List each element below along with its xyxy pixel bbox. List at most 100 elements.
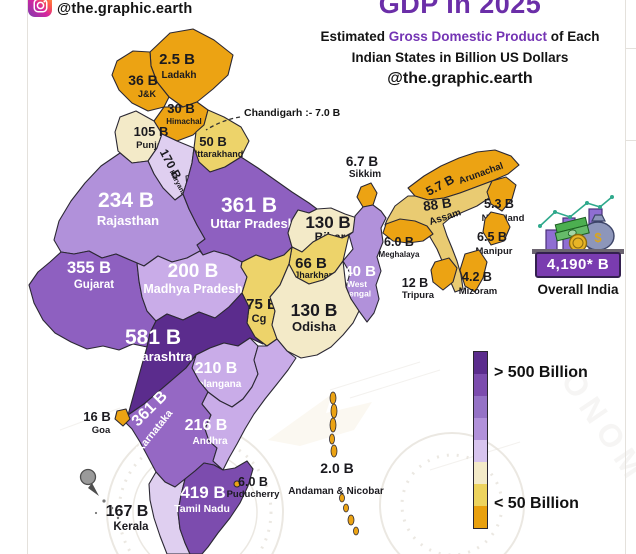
state-shape-mizoram bbox=[459, 249, 488, 293]
growth-line-icon bbox=[538, 195, 614, 228]
state-shape-nagaland bbox=[486, 176, 517, 212]
frame-tick-2 bbox=[625, 140, 636, 141]
legend-min-label: < 50 Billion bbox=[494, 495, 579, 512]
state-gujarat: 355 B Gujarat bbox=[28, 250, 157, 351]
state-name-wb-0: West bbox=[347, 279, 367, 289]
state-name-jharkhand: Jharkhand bbox=[294, 270, 340, 280]
subtitle-line1: Estimated Gross Domestic Product of Each bbox=[292, 29, 628, 44]
state-value-jharkhand: 66 B bbox=[295, 255, 327, 272]
island-andaman bbox=[329, 391, 337, 405]
state-value-manipur: 6.5 B bbox=[477, 230, 507, 244]
state-name-gujarat: Gujarat bbox=[74, 279, 114, 291]
legend-swatch-5 bbox=[474, 462, 487, 484]
state-shape-sikkim bbox=[356, 182, 378, 208]
legend-swatch-7 bbox=[474, 506, 487, 528]
state-value-andhra: 216 B bbox=[185, 417, 228, 434]
subtitle-post: of Each bbox=[547, 29, 600, 44]
state-value-cg: 75 B bbox=[246, 296, 278, 313]
frame-tick-1 bbox=[625, 48, 636, 49]
state-value-andaman: 2.0 B bbox=[320, 460, 353, 476]
state-value-maharashtra: 581 B bbox=[125, 326, 181, 349]
state-shape-jk bbox=[111, 50, 170, 112]
legend-swatch-4 bbox=[474, 440, 487, 462]
frame-line-left bbox=[27, 0, 28, 554]
state-value-tn: 419 B bbox=[180, 483, 225, 502]
state-value-gujarat: 355 B bbox=[67, 259, 111, 277]
podium bbox=[532, 249, 624, 254]
overall-india-value: 4,190* B bbox=[535, 252, 621, 278]
state-name-meghalaya: Meghalaya bbox=[379, 250, 420, 259]
legend-swatch-0 bbox=[474, 352, 487, 374]
state-name-cg: Cg bbox=[252, 313, 267, 325]
state-value-rajasthan: 234 B bbox=[98, 189, 154, 212]
state-name-tripura: Tripura bbox=[402, 290, 435, 301]
subtitle-pre: Estimated bbox=[320, 29, 389, 44]
legend-max-label: > 500 Billion bbox=[494, 364, 588, 381]
state-name-jk: J&K bbox=[138, 89, 157, 99]
coin-icon bbox=[568, 233, 588, 253]
lakshadweep-pin bbox=[79, 468, 120, 520]
state-value-ladakh: 2.5 B bbox=[159, 51, 195, 68]
state-name-odisha: Odisha bbox=[292, 319, 337, 334]
subtitle-handle: @the.graphic.earth bbox=[387, 70, 533, 87]
frame-line-right bbox=[625, 0, 626, 554]
state-mizoram: 4.2 B Mizoram bbox=[459, 249, 497, 297]
state-value-punjab: 105 B bbox=[134, 124, 169, 139]
state-shape-manipur bbox=[482, 211, 511, 246]
state-andaman: 2.0 B Andaman & Nicobar bbox=[288, 391, 384, 536]
svg-text:$: $ bbox=[594, 230, 602, 245]
island-andaman bbox=[329, 433, 335, 445]
subtitle-line2: Indian States in Billion US Dollars bbox=[351, 50, 569, 65]
state-telangana: 210 B Telangana bbox=[191, 337, 259, 408]
state-value-goa: 16 B bbox=[83, 409, 110, 424]
state-name-goa: Goa bbox=[92, 425, 111, 436]
state-value-himachal: 30 B bbox=[167, 101, 194, 116]
state-name-ladakh: Ladakh bbox=[161, 70, 196, 81]
state-value-meghalaya: 6.0 B bbox=[384, 235, 414, 249]
island-andaman bbox=[329, 417, 337, 433]
watermark-text: ONOMY bbox=[554, 364, 636, 513]
state-shape-wb bbox=[342, 204, 387, 323]
legend-color-bar bbox=[473, 351, 488, 529]
overall-india-label: Overall India bbox=[537, 282, 619, 297]
economy-illustration: $ bbox=[532, 195, 624, 254]
legend-swatch-1 bbox=[474, 374, 487, 396]
state-value-mizoram: 4.2 B bbox=[462, 270, 492, 284]
state-name-puducherry: Puducherry bbox=[227, 489, 281, 500]
island-andaman bbox=[330, 403, 338, 419]
state-andhra: 216 B Andhra bbox=[185, 338, 297, 471]
state-name-kerala: Kerala bbox=[113, 521, 149, 533]
state-name-himachal: Himachal bbox=[166, 117, 202, 126]
state-shape-odisha bbox=[269, 260, 360, 359]
handle-text: @the.graphic.earth bbox=[57, 1, 193, 17]
state-shape-goa bbox=[114, 408, 131, 427]
state-name-tn: Tamil Nadu bbox=[174, 503, 230, 515]
state-name-wb-1: Bengal bbox=[343, 289, 371, 299]
state-value-up: 361 B bbox=[221, 194, 277, 217]
state-name-andaman: Andaman & Nicobar bbox=[288, 486, 384, 497]
state-name-punjab: Punjab bbox=[136, 140, 168, 151]
chandigarh-callout-label: Chandigarh :- 7.0 B bbox=[244, 107, 341, 119]
island-andaman bbox=[343, 503, 349, 513]
state-value-nagaland: 5.3 B bbox=[484, 197, 514, 211]
instagram-icon bbox=[28, 0, 52, 17]
state-name-maharashtra: Maharashtra bbox=[115, 349, 193, 364]
state-name-sikkim: Sikkim bbox=[349, 169, 381, 180]
state-value-telangana: 210 B bbox=[195, 360, 238, 377]
island-andaman bbox=[330, 444, 338, 458]
state-name-up: Uttar Pradesh bbox=[210, 216, 295, 231]
state-jk: 36 BJ&K bbox=[111, 50, 170, 112]
state-value-puducherry: 6.0 B bbox=[238, 475, 268, 489]
state-value-mp: 200 B bbox=[168, 261, 219, 282]
